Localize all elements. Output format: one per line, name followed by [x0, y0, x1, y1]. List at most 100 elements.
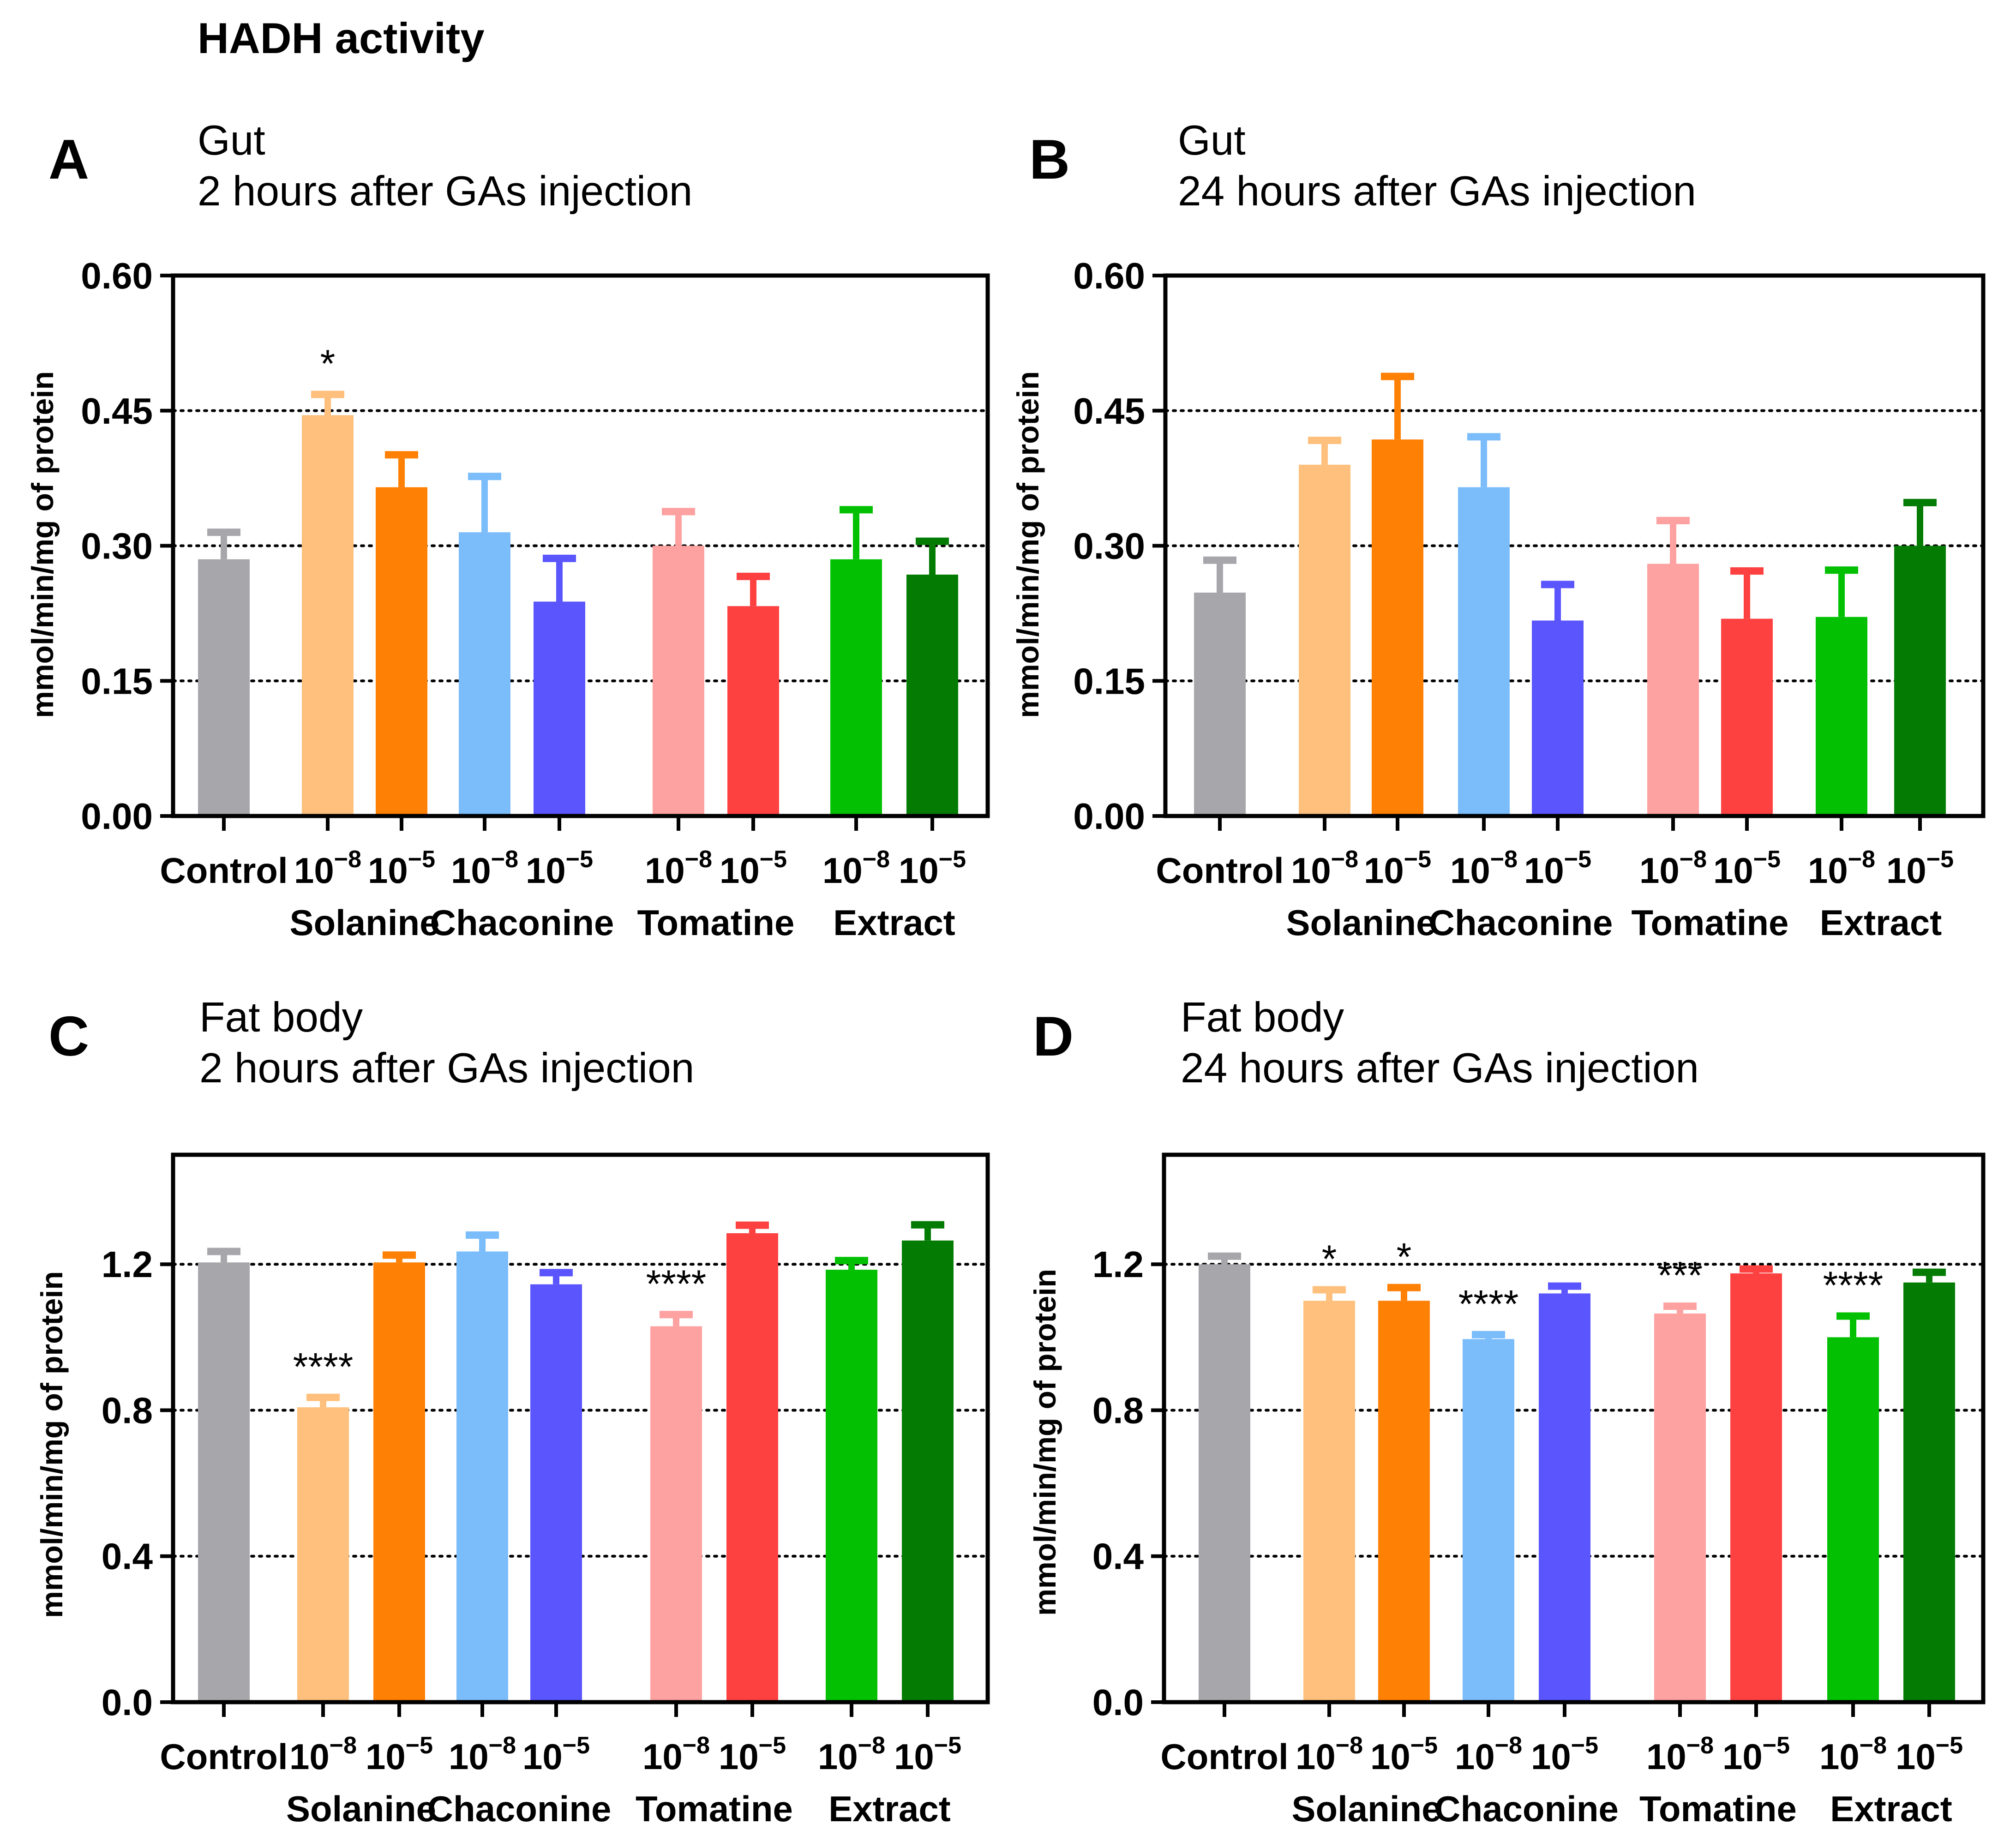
- x-tick-label: 10−5: [1531, 1732, 1598, 1777]
- x-tick-base: 10: [642, 1736, 683, 1777]
- x-tick-base: 10: [894, 1736, 934, 1777]
- x-tick-base: 10: [719, 1736, 759, 1777]
- x-tick-base: 10: [1370, 1736, 1410, 1777]
- x-tick-label: 10−8: [289, 1732, 357, 1777]
- bar-tomatine-10-8: [1647, 564, 1699, 816]
- plot-frame: [171, 1152, 990, 1704]
- y-tick-label: 0.15: [1073, 660, 1145, 702]
- panel-letter: D: [1033, 1005, 1074, 1068]
- significance-label: ****: [293, 1345, 354, 1388]
- x-tick-exponent: −5: [1753, 846, 1781, 873]
- bar-extract-10-8: [826, 1270, 877, 1702]
- group-label-solanine: Solanine: [286, 1788, 436, 1829]
- x-tick-base: 10: [822, 850, 863, 891]
- panel-letter: C: [48, 1005, 89, 1068]
- y-tick-label: 0.45: [1073, 390, 1145, 432]
- figure-title: HADH activity: [198, 14, 485, 62]
- panel-b: B Gut 24 hours after GAs injection mmol/…: [1011, 117, 1986, 943]
- x-tick-base: 10: [451, 850, 491, 891]
- panel-subtitle-line-2: 2 hours after GAs injection: [199, 1045, 694, 1092]
- panel-subtitle-line-1: Fat body: [199, 994, 363, 1041]
- x-tick-exponent: −8: [863, 846, 890, 873]
- x-tick-label: 10−5: [1722, 1732, 1790, 1777]
- y-tick-label: 0.8: [102, 1390, 153, 1431]
- plot-frame: [1162, 1152, 1986, 1704]
- x-tick-exponent: −5: [1763, 1732, 1790, 1759]
- y-tick-label: 1.2: [1092, 1244, 1144, 1285]
- bar-solanine-10-8: [1303, 1301, 1355, 1702]
- x-tick-label: Control: [160, 850, 288, 891]
- bar-solanine-10-8: [1299, 464, 1350, 816]
- x-tick-label: 10−8: [642, 1732, 710, 1777]
- x-tick-label: 10−5: [1886, 846, 1954, 891]
- x-tick-base: 10: [1364, 850, 1404, 891]
- x-tick-exponent: −8: [330, 1732, 357, 1759]
- x-tick-base: 10: [289, 1736, 330, 1777]
- y-tick-label: 0.45: [81, 390, 153, 432]
- significance-label: ****: [1458, 1282, 1519, 1326]
- group-label-tomatine: Tomatine: [1639, 1788, 1797, 1829]
- panel-letter: B: [1029, 128, 1070, 191]
- x-tick-label: 10−8: [818, 1732, 885, 1777]
- group-label-solanine: Solanine: [289, 902, 439, 943]
- bar-chaconine-10-5: [1532, 620, 1584, 816]
- x-tick-exponent: −5: [759, 1732, 786, 1759]
- panel-a: A Gut 2 hours after GAs injection mmol/m…: [25, 117, 990, 943]
- x-tick-exponent: −8: [1495, 1732, 1522, 1759]
- x-tick-base: 10: [899, 850, 939, 891]
- significance-label: ***: [1657, 1254, 1703, 1297]
- bar-chaconine-10-8: [456, 1251, 508, 1702]
- significance-label: *: [320, 342, 336, 385]
- x-tick-base: 10: [1808, 850, 1848, 891]
- x-tick-exponent: −8: [1860, 1732, 1887, 1759]
- y-axis-label: mmol/min/mg of protein: [1028, 1269, 1062, 1616]
- x-tick-base: 10: [1639, 850, 1680, 891]
- x-tick-label: 10−8: [1296, 1732, 1363, 1777]
- x-tick-label: Control: [1160, 1736, 1288, 1777]
- group-label-extract: Extract: [828, 1788, 950, 1829]
- x-tick-base: 10: [368, 850, 408, 891]
- bar-chaconine-10-8: [1463, 1339, 1514, 1702]
- x-tick-exponent: −5: [566, 846, 593, 873]
- x-tick-base: 10: [522, 1736, 563, 1777]
- x-tick-label: 10−8: [645, 846, 712, 891]
- x-tick-base: 10: [818, 1736, 858, 1777]
- x-tick-label: 10−5: [719, 1732, 786, 1777]
- panel-d: D Fat body 24 hours after GAs injection …: [1028, 994, 1986, 1829]
- x-tick-label: Control: [1156, 850, 1284, 891]
- bar-solanine-10-5: [1378, 1301, 1430, 1702]
- x-tick-label: 10−5: [1370, 1732, 1438, 1777]
- x-tick-base: 10: [1296, 1736, 1336, 1777]
- bar-tomatine-10-8: [650, 1326, 702, 1702]
- x-tick-exponent: −5: [760, 846, 787, 873]
- y-tick-label: 0.4: [102, 1536, 153, 1577]
- group-label-solanine: Solanine: [1291, 1788, 1441, 1829]
- x-tick-exponent: −5: [1410, 1732, 1438, 1759]
- y-axis-label: mmol/min/mg of protein: [1011, 371, 1045, 718]
- x-tick-label: 10−8: [1819, 1732, 1887, 1777]
- y-tick-label: 0.8: [1092, 1390, 1144, 1431]
- y-tick-label: 0.00: [1073, 796, 1145, 837]
- x-tick-exponent: −8: [685, 846, 712, 873]
- x-tick-base: 10: [294, 850, 334, 891]
- y-tick-label: 0.30: [81, 526, 153, 567]
- x-tick-exponent: −5: [1936, 1732, 1963, 1759]
- significance-label: ****: [1823, 1263, 1884, 1307]
- y-tick-label: 0.4: [1092, 1536, 1144, 1577]
- x-tick-label: 10−8: [1639, 846, 1707, 891]
- bar-tomatine-10-8: [1654, 1313, 1706, 1702]
- x-tick-base: 10: [1713, 850, 1753, 891]
- bar-extract-10-5: [1894, 546, 1946, 816]
- x-tick-exponent: −8: [334, 846, 361, 873]
- x-tick-base: 10: [1524, 850, 1564, 891]
- panel-subtitle-line-1: Gut: [1178, 117, 1246, 164]
- x-tick-base: 10: [645, 850, 685, 891]
- x-tick-label: 10−5: [522, 1732, 590, 1777]
- bar-control: [1199, 1264, 1250, 1702]
- x-tick-label: Control: [160, 1736, 288, 1777]
- x-tick-label: 10−5: [894, 1732, 961, 1777]
- x-tick-label: 10−5: [1524, 846, 1591, 891]
- x-tick-base: 10: [1291, 850, 1331, 891]
- x-tick-base: 10: [1450, 850, 1490, 891]
